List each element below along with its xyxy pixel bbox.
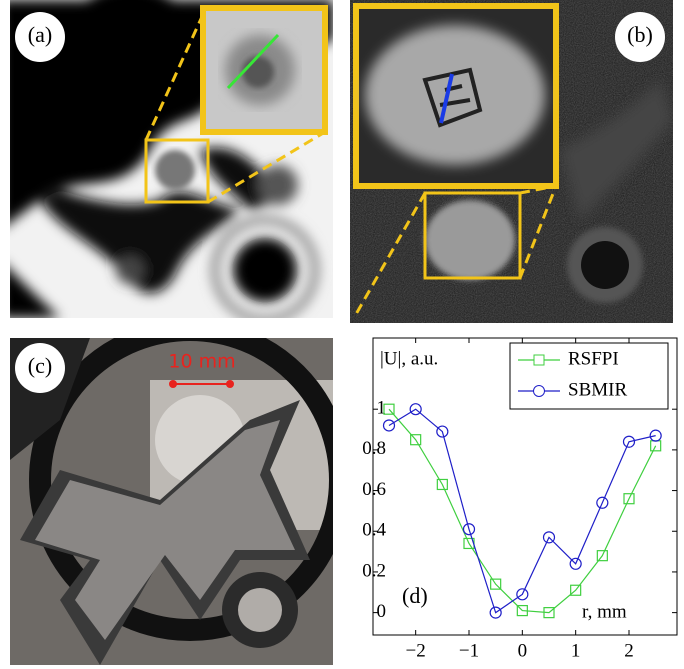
point	[436, 425, 449, 438]
scale-bar-label: 10 mm	[168, 351, 235, 373]
panel-label: (a)	[28, 22, 52, 47]
x-axis-label: r, mm	[582, 601, 627, 622]
x-tick-label: −2	[406, 640, 426, 661]
scale-bar-end	[169, 380, 177, 388]
x-tick-label: 0	[518, 640, 528, 661]
point	[382, 419, 396, 432]
point	[383, 403, 395, 415]
chart: −2 −1 0 1 2 0 0.2 0.4 0.6 0.8 1 |U|, a.u. r, mm (d) RS…	[362, 337, 678, 661]
panel-label-circle	[15, 343, 65, 393]
y-tick-label: 0.2	[362, 560, 386, 581]
point	[570, 584, 582, 596]
point	[436, 478, 448, 491]
x-tick-label: −1	[459, 640, 479, 661]
point	[462, 523, 476, 536]
panel-label-circle	[615, 12, 665, 62]
panel-label: (d)	[402, 583, 428, 608]
point	[542, 531, 556, 544]
point	[490, 578, 502, 590]
legend-marker	[533, 354, 545, 366]
panel-a-image	[10, 0, 333, 318]
y-axis-label: |U|, a.u.	[380, 348, 438, 369]
scale-bar-end	[226, 380, 234, 388]
series-line	[388, 408, 656, 614]
legend-marker	[533, 385, 545, 397]
panel-label-circle	[15, 12, 65, 62]
plot-frame	[372, 337, 678, 636]
point	[622, 435, 636, 448]
x-tick-label: 1	[571, 640, 581, 661]
x-tick-label: 2	[624, 640, 634, 661]
point	[409, 403, 422, 416]
point	[569, 557, 582, 570]
series-line	[388, 408, 657, 614]
panel-label: (b)	[627, 22, 653, 47]
point	[650, 440, 662, 452]
point	[489, 606, 502, 619]
point	[596, 496, 609, 509]
point	[516, 604, 528, 617]
legend-label: RSFPI	[568, 348, 619, 369]
panel-b-image	[350, 0, 673, 323]
legend-box	[509, 342, 669, 410]
point	[623, 493, 635, 505]
point	[649, 429, 662, 442]
y-tick-label: 0	[377, 601, 387, 622]
panel-label: (c)	[28, 353, 52, 378]
legend-label: SBMIR	[568, 379, 627, 400]
y-tick-label: 0.8	[362, 438, 386, 459]
point	[596, 550, 608, 562]
y-tick-label: 1	[377, 398, 387, 419]
point	[410, 434, 422, 446]
y-tick-label: 0.4	[362, 520, 386, 541]
y-tick-label: 0.6	[362, 479, 386, 500]
point	[543, 607, 555, 619]
point	[516, 588, 529, 601]
panel-c-image	[10, 338, 333, 665]
